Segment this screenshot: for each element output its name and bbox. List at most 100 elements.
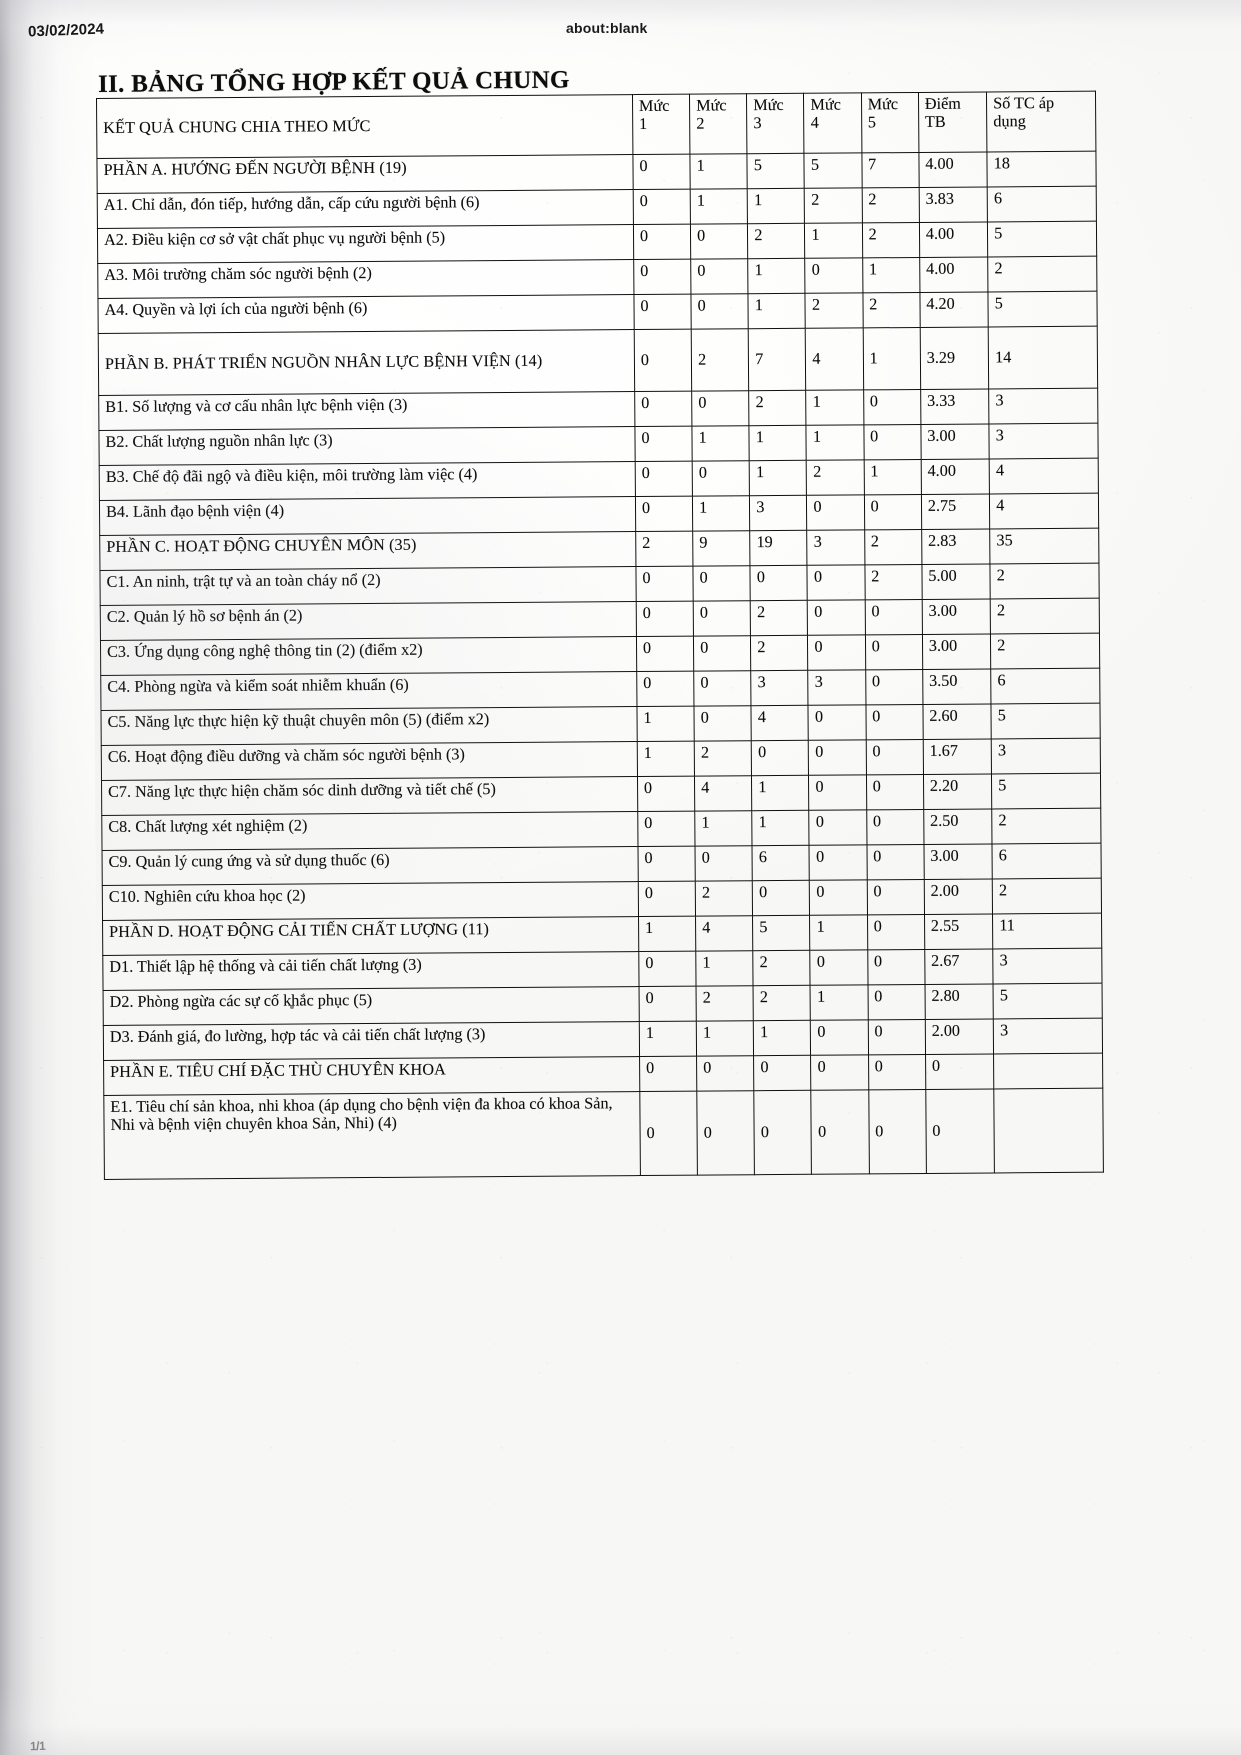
- row-label: PHẦN C. HOẠT ĐỘNG CHUYÊN MÔN (35): [99, 531, 636, 571]
- cell-diem-tb: 0: [925, 1088, 995, 1174]
- row-label: A1. Chỉ dẫn, đón tiếp, hướng dẫn, cấp cứ…: [97, 189, 634, 229]
- cell-muc-4: 2: [805, 292, 863, 329]
- cell-muc-2: 0: [691, 293, 749, 330]
- cell-so-tc: 5: [991, 773, 1101, 809]
- print-url: about:blank: [566, 20, 648, 36]
- cell-so-tc: 3: [992, 948, 1103, 984]
- cell-muc-3: 2: [747, 223, 806, 259]
- header-muc-3-line1: Mức: [753, 95, 784, 115]
- cell-muc-5: 0: [865, 739, 924, 775]
- row-label: C9. Quản lý cung ứng và sử dụng thuốc (6…: [102, 846, 639, 886]
- cell-muc-1: 0: [637, 846, 696, 882]
- cell-muc-3: 2: [750, 635, 809, 671]
- cell-muc-4: 4: [805, 327, 864, 391]
- cell-so-tc: 3: [989, 423, 1099, 459]
- header-muc-1-line1: Mức: [638, 96, 670, 116]
- header-label-column: KẾT QUẢ CHUNG CHIA THEO MỨC: [96, 94, 633, 159]
- header-muc-5-line2: 5: [867, 113, 876, 132]
- cell-muc-3: 5: [747, 153, 805, 189]
- summary-table-container: KẾT QUẢ CHUNG CHIA THEO MỨC Mức 1 Mức 2: [96, 91, 1104, 1180]
- cell-diem-tb: 2.55: [924, 913, 993, 950]
- summary-results-table: KẾT QUẢ CHUNG CHIA THEO MỨC Mức 1 Mức 2: [96, 91, 1104, 1180]
- header-so-tc: Số TC áp dụng: [986, 91, 1096, 152]
- header-muc-3-line2: 3: [753, 114, 762, 133]
- cell-muc-4: 0: [805, 257, 863, 294]
- cell-so-tc: 6: [992, 843, 1102, 879]
- cell-diem-tb: 2.00: [925, 1018, 994, 1055]
- table-row: PHẦN B. PHÁT TRIỂN NGUỒN NHÂN LỰC BỆNH V…: [98, 326, 1098, 396]
- cell-muc-2: 1: [694, 810, 753, 847]
- cell-diem-tb: 2.67: [924, 948, 994, 985]
- row-label: B3. Chế độ đãi ngộ và điều kiện, môi trư…: [99, 461, 636, 501]
- cell-so-tc: [993, 1088, 1104, 1173]
- cell-muc-3: 0: [754, 1090, 812, 1175]
- cell-muc-5: 0: [864, 494, 922, 530]
- row-label: B4. Lãnh đạo bệnh viện (4): [99, 496, 636, 536]
- cell-muc-5: 0: [865, 704, 924, 740]
- cell-so-tc: 11: [992, 913, 1102, 949]
- header-muc-4-line2: 4: [810, 114, 819, 133]
- cell-muc-1: 0: [636, 601, 694, 637]
- cell-muc-4: 0: [807, 564, 865, 601]
- cell-muc-3: 0: [751, 740, 809, 776]
- scan-bottom-shadow: [0, 1685, 1241, 1755]
- row-label: PHẦN E. TIÊU CHÍ ĐẶC THÙ CHUYÊN KHOA: [103, 1056, 640, 1096]
- row-label: C5. Năng lực thực hiện kỹ thuật chuyên m…: [100, 706, 638, 746]
- cell-muc-4: 0: [808, 774, 867, 811]
- cell-muc-3: 1: [747, 258, 806, 294]
- header-so-tc-line2: dụng: [993, 112, 1026, 131]
- cell-muc-4: 2: [804, 187, 863, 224]
- row-label: E1. Tiêu chí sản khoa, nhi khoa (áp dụng…: [103, 1091, 641, 1180]
- cell-muc-4: 1: [806, 424, 864, 461]
- cell-so-tc: [993, 1053, 1103, 1089]
- cell-diem-tb: 2.80: [924, 983, 994, 1020]
- cell-muc-1: 0: [636, 636, 694, 672]
- cell-muc-4: 1: [810, 984, 868, 1021]
- row-label: D1. Thiết lập hệ thống và cải tiến chất …: [102, 951, 639, 991]
- cell-muc-4: 0: [808, 739, 867, 776]
- table-head: KẾT QUẢ CHUNG CHIA THEO MỨC Mức 1 Mức 2: [96, 91, 1096, 159]
- cell-so-tc: 4: [989, 458, 1099, 494]
- cell-muc-5: 0: [863, 424, 921, 460]
- cell-diem-tb: 1.67: [923, 738, 992, 775]
- cell-diem-tb: 2.83: [921, 528, 991, 565]
- cell-diem-tb: 3.33: [920, 388, 990, 425]
- cell-muc-1: 0: [635, 461, 693, 497]
- cell-muc-5: 0: [868, 1089, 927, 1174]
- row-label: C4. Phòng ngừa và kiểm soát nhiễm khuẩn …: [100, 671, 637, 711]
- cell-muc-5: 0: [867, 984, 926, 1020]
- cell-muc-5: 0: [866, 809, 924, 845]
- cell-so-tc: 4: [989, 493, 1099, 529]
- cell-muc-5: 2: [862, 222, 920, 258]
- cell-muc-4: 0: [809, 844, 867, 881]
- header-muc-1-line2: 1: [639, 115, 648, 134]
- cell-muc-2: 0: [695, 845, 753, 882]
- cell-muc-2: 0: [696, 1055, 755, 1092]
- cell-muc-3: 5: [752, 915, 811, 951]
- cell-muc-3: 3: [750, 670, 809, 706]
- cell-muc-2: 1: [690, 153, 748, 190]
- scan-left-shadow: [0, 0, 96, 1755]
- header-muc-2: Mức 2: [689, 93, 748, 155]
- cell-muc-3: 1: [749, 425, 807, 461]
- cell-muc-4: 0: [807, 599, 866, 636]
- cell-diem-tb: 3.83: [918, 186, 988, 223]
- cell-muc-3: 2: [753, 950, 811, 986]
- cell-muc-5: 2: [861, 187, 920, 223]
- cell-muc-5: 0: [863, 389, 921, 425]
- cell-muc-5: 0: [867, 914, 925, 950]
- cell-diem-tb: 4.00: [920, 458, 990, 495]
- cell-muc-4: 0: [809, 809, 867, 846]
- table-row: E1. Tiêu chí sản khoa, nhi khoa (áp dụng…: [103, 1088, 1104, 1180]
- cell-muc-3: 4: [751, 705, 809, 741]
- cell-so-tc: 2: [991, 808, 1101, 844]
- cell-muc-3: 3: [749, 495, 808, 531]
- cell-muc-1: 0: [639, 1056, 697, 1092]
- cell-so-tc: 2: [987, 256, 1097, 292]
- cell-muc-1: 0: [637, 776, 695, 812]
- cell-diem-tb: 4.00: [918, 151, 988, 188]
- row-label: C6. Hoạt động điều dưỡng và chăm sóc ngư…: [101, 741, 638, 781]
- cell-diem-tb: 2.20: [923, 773, 992, 810]
- cell-diem-tb: 3.00: [920, 423, 990, 460]
- cell-so-tc: 6: [987, 186, 1097, 222]
